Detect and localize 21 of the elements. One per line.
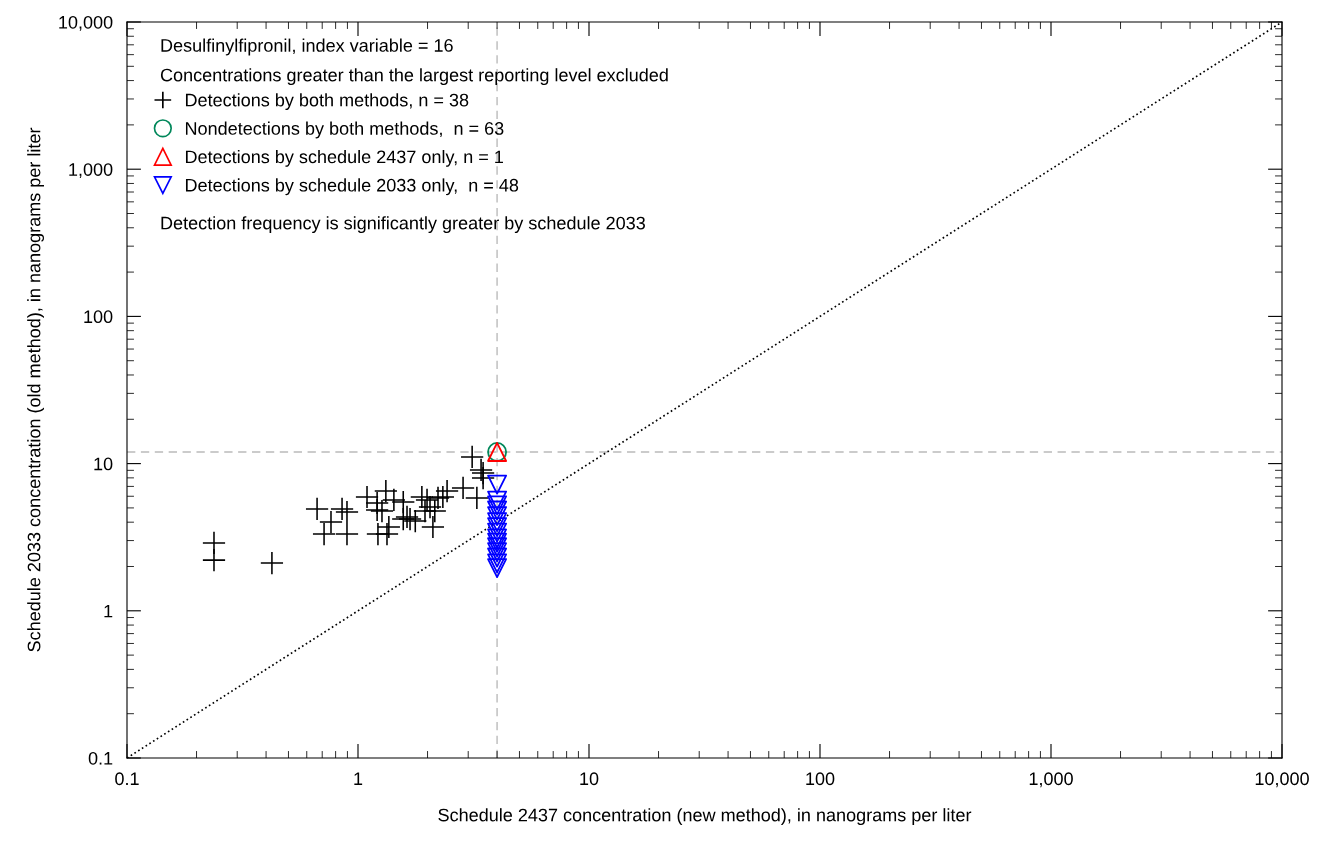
legend-label: Nondetections by both methods, n = 63 — [185, 121, 504, 139]
annotation: Desulfinylfipronil, index variable = 16 — [161, 38, 453, 56]
y-tick-label: 100 — [84, 310, 113, 324]
y-tick-label: 1 — [104, 604, 113, 618]
x-tick-label: 10,000 — [1255, 772, 1309, 788]
x-tick-label: 0.1 — [115, 772, 139, 786]
y-tick-label: 0.1 — [88, 751, 113, 765]
x-tick-label: 1 — [354, 772, 363, 785]
x-axis-title: Schedule 2437 concentration (new method), in nanograms per liter — [438, 808, 972, 825]
y-axis-title: Schedule 2033 concentration (old method), in nanograms per liter — [27, 127, 44, 652]
y-tick-label: 10 — [94, 457, 113, 471]
x-tick-label: 1,000 — [1029, 772, 1073, 788]
legend-label: Detections by schedule 2033 only, n = 48 — [185, 178, 519, 196]
y-tick-label: 10,000 — [59, 15, 113, 31]
legend-label: Detections by schedule 2437 only, n = 1 — [185, 149, 503, 167]
annotation: Detection frequency is significantly greater by schedule 2033 — [161, 216, 645, 234]
annotation: Concentrations greater than the largest reporting level excluded — [160, 68, 668, 86]
x-tick-label: 10 — [580, 772, 599, 786]
legend-label: Detections by both methods, n = 38 — [185, 93, 469, 111]
y-tick-label: 1,000 — [69, 163, 113, 179]
x-tick-label: 100 — [806, 772, 835, 786]
